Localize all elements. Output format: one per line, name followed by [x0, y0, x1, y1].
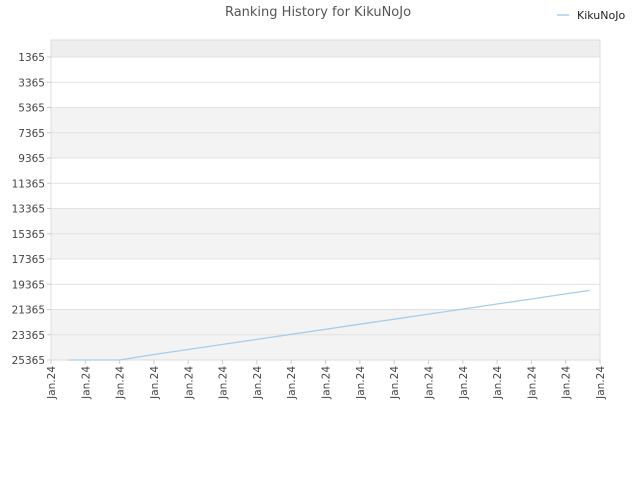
plot-band	[51, 334, 600, 360]
x-tick-label: Jan.24	[492, 366, 504, 400]
y-tick-label: 3365	[18, 77, 45, 89]
y-tick-label: 7365	[18, 128, 45, 140]
plot-band	[51, 132, 600, 158]
chart-title: Ranking History for KikuNoJo	[225, 5, 411, 20]
x-tick-label: Jan.24	[389, 366, 401, 400]
plot-band	[51, 259, 600, 285]
plot-band	[51, 40, 600, 57]
series-line-kikunojo	[68, 289, 590, 361]
x-tick-label: Jan.24	[561, 366, 573, 400]
plot-band	[51, 107, 600, 133]
legend: KikuNoJo	[557, 9, 625, 22]
x-tick-label: Jan.24	[321, 366, 333, 400]
x-tick-label: Jan.24	[149, 366, 161, 400]
y-tick-label: 5365	[18, 103, 45, 115]
y-tick-label: 19365	[12, 279, 45, 291]
y-tick-label: 11365	[12, 178, 45, 190]
y-tick-label: 1365	[18, 52, 45, 64]
y-axis-ticks: 1365 3365 5365 7365 9365 11365 13365 15365 17365…	[12, 52, 51, 367]
x-tick-label: Jan.24	[252, 366, 264, 400]
y-tick-label: 25365	[12, 355, 45, 367]
plot-band	[51, 183, 600, 209]
x-tick-label: Jan.24	[218, 366, 230, 400]
series-lines	[68, 289, 590, 361]
x-tick-label: Jan.24	[355, 366, 367, 400]
plot-band	[51, 57, 600, 83]
x-tick-label: Jan.24	[80, 366, 92, 400]
x-tick-label: Jan.24	[595, 366, 607, 400]
y-tick-label: 21365	[12, 305, 45, 317]
legend-label: KikuNoJo	[577, 9, 625, 22]
y-tick-label: 9365	[18, 153, 45, 165]
y-tick-label: 15365	[12, 229, 45, 241]
plot-band	[51, 82, 600, 108]
x-tick-label: Jan.24	[526, 366, 538, 400]
y-tick-label: 23365	[12, 330, 45, 342]
x-tick-label: Jan.24	[286, 366, 298, 400]
x-tick-label: Jan.24	[458, 366, 470, 400]
x-tick-label: Jan.24	[115, 366, 127, 400]
x-tick-label: Jan.24	[423, 366, 435, 400]
plot-band	[51, 158, 600, 184]
x-tick-label: Jan.24	[46, 366, 58, 400]
x-axis-ticks: Jan.24 Jan.24 Jan.24 Jan.24 Jan.24 Jan.24 Jan.…	[46, 360, 607, 400]
plot-band	[51, 284, 600, 310]
plot-band	[51, 233, 600, 259]
x-tick-label: Jan.24	[183, 366, 195, 400]
y-tick-label: 17365	[12, 254, 45, 266]
background-bands	[51, 40, 600, 360]
plot-band	[51, 309, 600, 335]
y-tick-label: 13365	[12, 204, 45, 216]
plot-band	[51, 208, 600, 234]
